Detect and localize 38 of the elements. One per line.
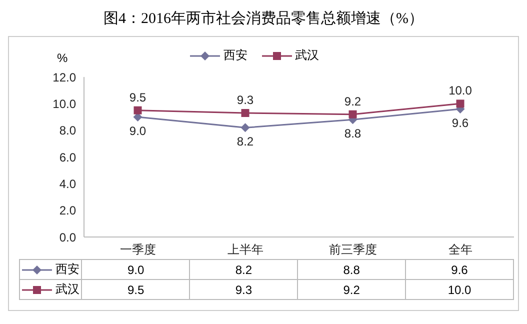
data-label: 10.0 [406, 280, 514, 300]
point [134, 106, 142, 114]
text: 8.8 [344, 126, 362, 141]
x-tick-label: 上半年 [227, 242, 264, 257]
y-tick-label: 0.0 [59, 230, 76, 244]
y-tick-label: 12.0 [52, 70, 76, 84]
x-tick-label: 全年 [448, 242, 472, 257]
data-label: 8.2 [190, 260, 298, 280]
y-tick-label: 6.0 [59, 150, 76, 164]
y-axis-title: % [57, 51, 68, 65]
text: 9.3 [236, 93, 254, 107]
text: 9.5 [129, 90, 146, 104]
point [348, 110, 357, 118]
text: 10.0 [448, 84, 472, 98]
y-tick-label: 2.0 [59, 204, 76, 218]
data-label: 8.8 [298, 260, 406, 280]
y-tick-label: 10.0 [52, 96, 76, 111]
point [240, 123, 250, 132]
legend-label: 西安 [222, 48, 248, 62]
x-tick-label: 前三季度 [328, 242, 377, 257]
text: 8.2 [236, 134, 254, 149]
point [456, 100, 464, 108]
text: 9.6 [452, 116, 469, 130]
legend-label: 武汉 [294, 48, 319, 62]
data-label: 9.3 [190, 280, 298, 300]
text: 9.0 [129, 124, 146, 138]
data-label: 9.2 [298, 280, 406, 300]
x-tick-label: 一季度 [120, 242, 156, 257]
chart-title: 图4：2016年两市社会消费品零售总额增速（%） [102, 9, 424, 29]
text: 武汉 [55, 282, 80, 296]
text: 西安 [55, 262, 80, 276]
data-label: 9.0 [82, 260, 190, 280]
y-tick-label: 8.0 [59, 124, 76, 138]
data-label: 9.5 [82, 280, 190, 300]
data-label: 9.6 [406, 260, 514, 280]
text: 9.2 [344, 94, 362, 108]
point [241, 109, 250, 117]
y-tick-label: 4.0 [59, 176, 76, 191]
